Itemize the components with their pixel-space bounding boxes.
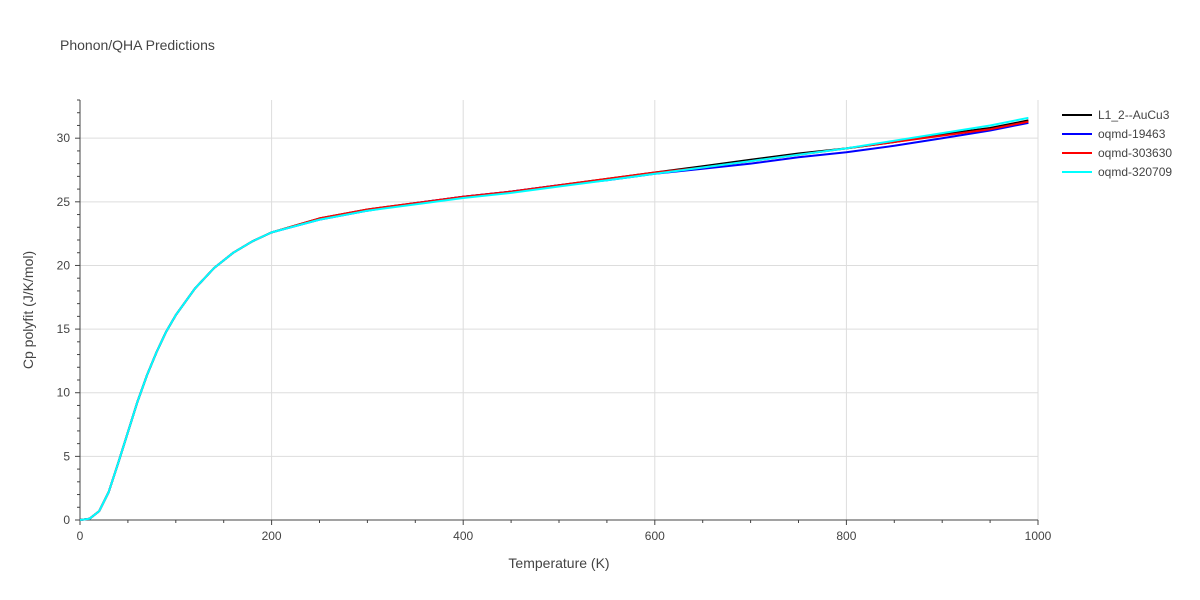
series-line-3	[79, 120, 1029, 521]
legend-label-4: oqmd-320709	[1098, 165, 1172, 179]
y-tick-label: 25	[57, 195, 71, 209]
series-line-1	[79, 119, 1029, 521]
y-axis-label: Cp polyfit (J/K/mol)	[20, 251, 36, 369]
axes: 0 200 400 600 800 1000 0 5 10 15 20 25 30	[57, 99, 1052, 543]
series-lines	[79, 116, 1029, 521]
legend-label-2: oqmd-19463	[1098, 127, 1166, 141]
y-tick-label: 5	[63, 449, 70, 463]
series-line-4	[79, 116, 1029, 521]
x-tick-label: 600	[645, 529, 665, 543]
legend-label-1: L1_2--AuCu3	[1098, 108, 1170, 122]
chart-title: Phonon/QHA Predictions	[60, 37, 215, 53]
y-tick-label: 0	[63, 513, 70, 527]
x-tick-label: 800	[836, 529, 856, 543]
series-line-2	[79, 121, 1029, 521]
y-tick-label: 30	[57, 131, 71, 145]
x-axis-label: Temperature (K)	[508, 555, 609, 571]
x-tick-label: 1000	[1025, 529, 1052, 543]
legend: L1_2--AuCu3 oqmd-19463 oqmd-303630 oqmd-320…	[1062, 108, 1172, 179]
x-tick-label: 400	[453, 529, 473, 543]
grid	[80, 100, 1039, 520]
y-tick-label: 10	[57, 386, 71, 400]
x-tick-label: 200	[262, 529, 282, 543]
x-tick-label: 0	[77, 529, 84, 543]
y-tick-label: 20	[57, 258, 71, 272]
legend-label-3: oqmd-303630	[1098, 146, 1172, 160]
y-tick-label: 15	[57, 322, 71, 336]
